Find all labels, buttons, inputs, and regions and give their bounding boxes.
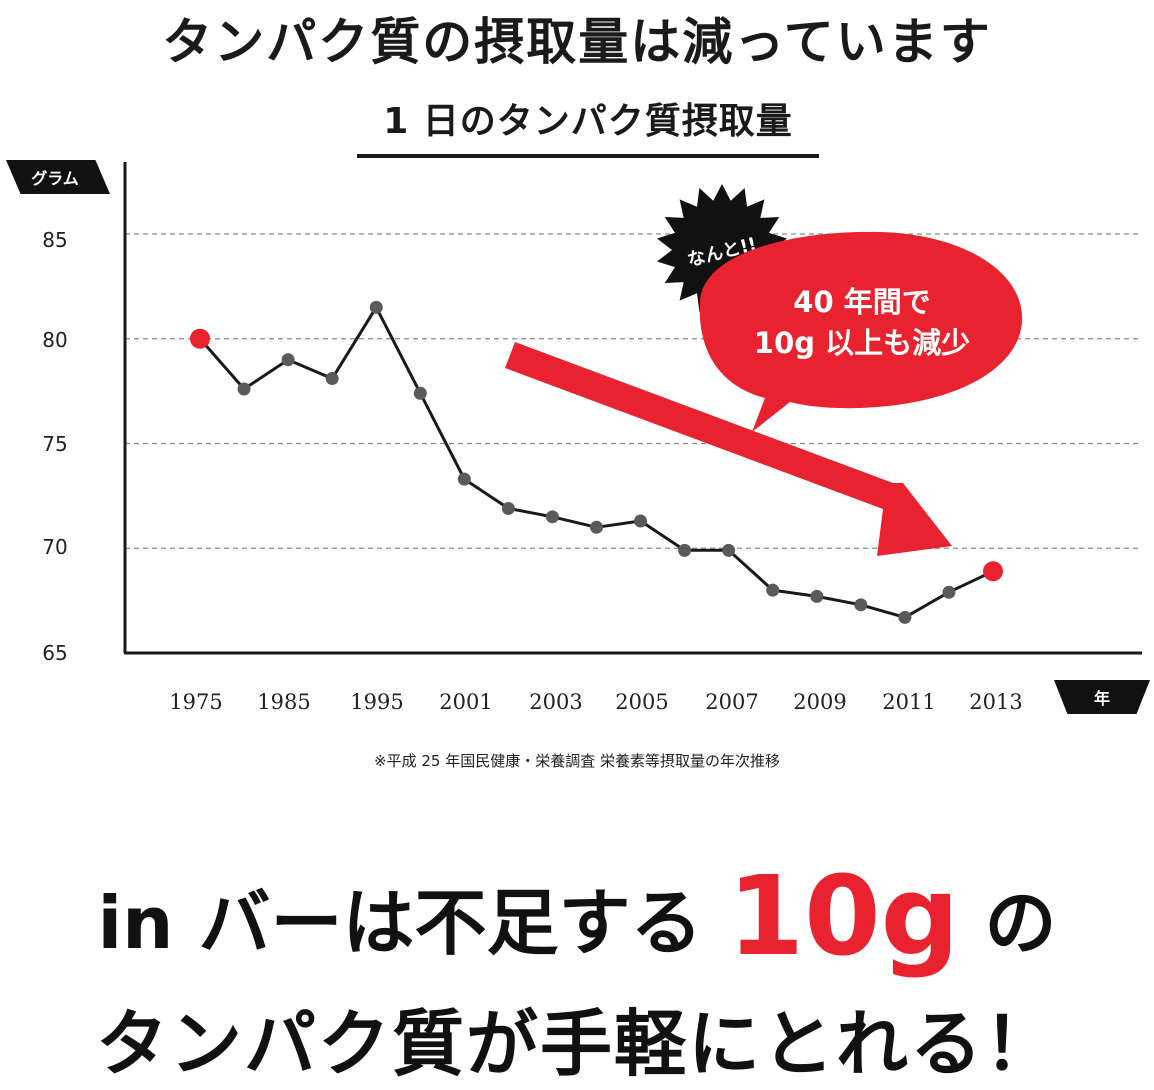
tagline-line-2: タンパク質が手軽にとれる！ [95, 1002, 1058, 1086]
x-tick-label: 1995 [350, 690, 404, 714]
axes [123, 162, 1142, 655]
y-axis-label: グラム [31, 169, 79, 188]
x-tick-label: 1975 [169, 690, 223, 714]
x-tick-label: 2001 [439, 690, 493, 714]
data-point [722, 543, 736, 557]
y-tick-label: 80 [42, 328, 68, 352]
highlighted-data-point [983, 561, 1003, 582]
x-tick-label: 2013 [969, 690, 1023, 714]
data-point [281, 353, 295, 367]
y-axis-unit-badge: グラム [6, 160, 110, 194]
x-axis-label: 年 [1093, 689, 1110, 708]
x-tick-label: 2009 [793, 690, 847, 714]
data-point [810, 589, 824, 603]
tagline-prefix: in バーは不足する [97, 881, 728, 965]
x-tick-label: 2011 [882, 690, 936, 714]
data-point [854, 598, 868, 612]
data-point [678, 543, 692, 557]
chart-title: 1 日のタンパク質摂取量 [357, 92, 819, 158]
speech-bubble-shape [699, 231, 1023, 432]
highlighted-data-point [190, 328, 210, 349]
downward-trend-arrow [505, 342, 952, 556]
x-tick-label: 2005 [615, 690, 669, 714]
tagline-emphasis: 10g [727, 852, 960, 980]
tagline-line-1: in バーは不足する 10g の [0, 852, 1154, 980]
data-point [325, 372, 339, 386]
source-footnote: ※平成 25 年国民健康・栄養調査 栄養素等摂取量の年次推移 [374, 752, 780, 770]
data-point [369, 300, 383, 314]
line-chart: なんと!! 40 年間で 10g 以上も減少 [123, 162, 1142, 655]
series-points [190, 300, 1003, 624]
speech-bubble: 40 年間で 10g 以上も減少 [699, 231, 1023, 432]
x-tick-label: 2003 [529, 690, 583, 714]
x-axis-unit-badge: 年 [1054, 680, 1150, 714]
bubble-line-1: 40 年間で [793, 285, 930, 319]
y-tick-label: 85 [42, 228, 68, 252]
data-point [457, 472, 471, 486]
data-point [501, 501, 515, 515]
tagline-suffix: の [959, 881, 1057, 965]
data-point [590, 520, 603, 534]
data-point [766, 583, 780, 597]
page-headline: タンパク質の摂取量は減っています [162, 13, 992, 71]
y-tick-label: 70 [42, 535, 68, 559]
gridlines [125, 233, 1140, 549]
data-point [545, 510, 559, 524]
y-tick-label: 65 [42, 641, 68, 665]
x-tick-label: 1985 [257, 690, 311, 714]
y-tick-label: 75 [42, 432, 68, 456]
x-tick-label: 2007 [705, 690, 759, 714]
data-point [237, 382, 251, 396]
data-point [634, 514, 648, 528]
bubble-line-2: 10g 以上も減少 [754, 326, 970, 360]
data-point [942, 585, 956, 599]
data-point [898, 610, 912, 624]
data-point [413, 386, 427, 400]
